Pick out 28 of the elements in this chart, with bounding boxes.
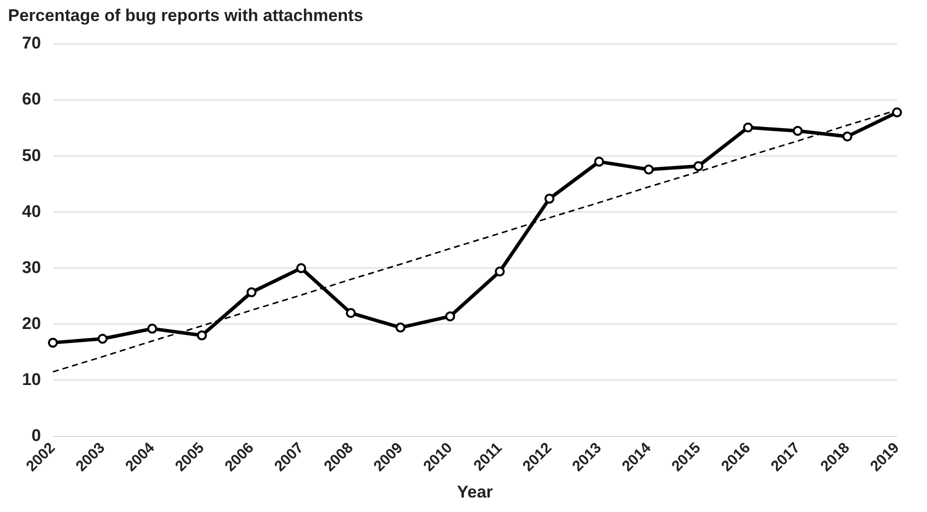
y-tick-label: 30 — [22, 258, 41, 277]
point — [743, 122, 754, 132]
y-tick-label: 60 — [22, 90, 41, 109]
chart-title: Percentage of bug reports with attachments — [8, 6, 364, 26]
point — [296, 263, 306, 274]
y-tick-label: 10 — [22, 370, 41, 389]
point — [594, 156, 604, 167]
point — [792, 126, 803, 136]
y-tick-label: 40 — [22, 202, 41, 221]
y-tick-label: 50 — [22, 146, 41, 165]
point — [246, 287, 257, 298]
point — [494, 266, 505, 277]
point — [842, 131, 852, 142]
point — [346, 308, 356, 318]
point — [892, 107, 902, 118]
y-tick-label: 20 — [22, 314, 41, 333]
y-tick-label: 70 — [22, 34, 41, 53]
point — [196, 330, 207, 340]
point — [445, 311, 456, 322]
point — [644, 164, 654, 175]
point — [48, 338, 58, 348]
point — [395, 322, 406, 333]
y-tick-label: 0 — [31, 426, 41, 445]
point — [147, 324, 158, 334]
point — [693, 161, 704, 172]
x-axis-title: Year — [456, 482, 494, 502]
point — [544, 194, 554, 204]
point — [98, 334, 108, 344]
